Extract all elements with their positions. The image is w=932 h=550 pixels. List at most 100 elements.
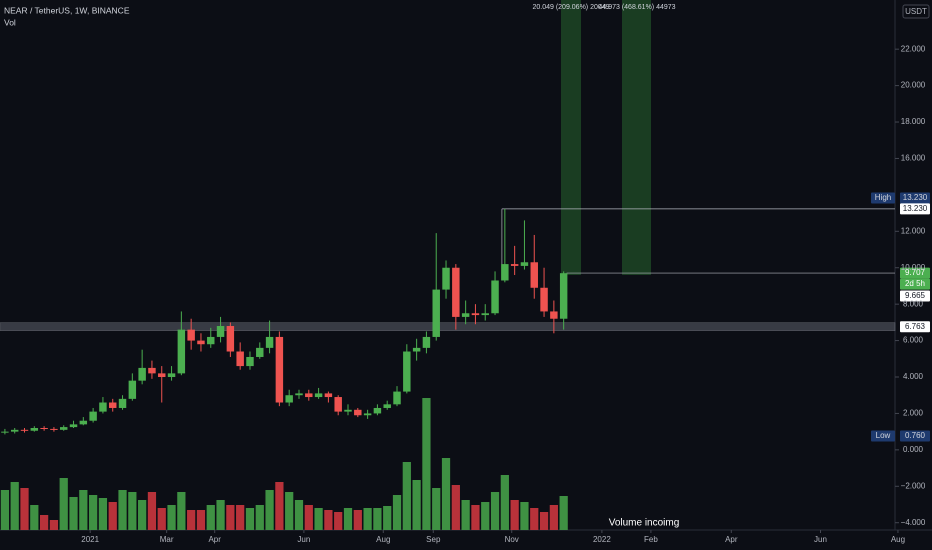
annotation: Volume incoimg xyxy=(609,518,680,529)
candle-body xyxy=(275,336,284,403)
candle-body xyxy=(471,313,480,316)
high-tag-value-box xyxy=(900,192,930,204)
candle-body xyxy=(363,413,372,416)
candle-body xyxy=(30,428,39,431)
y-tick-label: 8.000 xyxy=(903,299,924,308)
x-tick-label: Apr xyxy=(208,535,221,544)
volume-bar xyxy=(236,505,245,530)
volume-bar xyxy=(138,500,147,530)
high-line-tag: 13.230 xyxy=(903,204,928,213)
volume-bar xyxy=(441,458,451,530)
volume-bar xyxy=(196,510,206,530)
volume-bar xyxy=(177,492,186,530)
y-tick-label: 0.000 xyxy=(903,445,924,454)
countdown-tag-box xyxy=(900,278,930,290)
volume-bar xyxy=(0,490,10,530)
volume-bar xyxy=(98,498,108,530)
volume-bar xyxy=(530,508,539,530)
candle-body xyxy=(10,429,19,432)
candle-body xyxy=(216,326,225,337)
candle-body xyxy=(50,428,58,430)
candle-body xyxy=(89,411,97,421)
candle-body xyxy=(109,402,117,408)
price-tags: High 13.230 13.230 9.707 2d 5h 9.665 6.763 Low 0… xyxy=(871,192,930,442)
volume-bar xyxy=(39,515,49,530)
volume-bar xyxy=(373,508,382,530)
high-tag-name: High xyxy=(875,193,891,202)
candle-body xyxy=(491,280,499,314)
y-tick-label: −4.000 xyxy=(901,518,926,527)
candle-body xyxy=(354,409,362,416)
volume-bar xyxy=(549,505,558,530)
candle-body xyxy=(510,264,519,266)
volume-bar xyxy=(481,502,490,530)
volume-bar xyxy=(324,510,333,530)
currency-box[interactable] xyxy=(902,4,930,19)
volume-bar xyxy=(147,492,157,530)
volume-bar xyxy=(392,495,402,530)
volume-bar xyxy=(334,512,343,530)
candle-body xyxy=(344,409,352,412)
candle-body xyxy=(559,273,568,319)
candle-body xyxy=(403,351,411,392)
volume-bar xyxy=(285,492,294,530)
candle-body xyxy=(314,393,323,398)
x-tick-label: Sep xyxy=(426,535,441,544)
y-tick-label: 18.000 xyxy=(901,117,926,126)
volume-label[interactable]: Vol xyxy=(4,17,16,27)
candle-body xyxy=(40,428,48,430)
candle-body xyxy=(177,329,186,374)
y-tick-label: 10.000 xyxy=(901,263,926,272)
candle-body xyxy=(99,402,107,412)
x-tick-label: Aug xyxy=(376,535,390,544)
candle-body xyxy=(295,393,303,396)
symbol-title[interactable]: NEAR / TetherUS, 1W, BINANCE xyxy=(4,5,130,15)
candle-body xyxy=(1,431,9,433)
y-tick-label: 16.000 xyxy=(901,154,926,163)
volume-bar xyxy=(118,490,127,530)
volume-bar xyxy=(451,485,460,530)
x-tick-label: Nov xyxy=(505,535,519,544)
candle-body xyxy=(461,313,470,317)
volume-bar xyxy=(275,482,284,530)
y-tick-label: 6.000 xyxy=(903,336,924,345)
candle-body xyxy=(422,336,431,348)
volume-bar xyxy=(167,505,176,530)
volume-bar xyxy=(20,488,29,530)
currency[interactable]: USDT xyxy=(905,7,927,16)
candle-body xyxy=(373,407,382,414)
candle-body xyxy=(412,347,421,352)
candle-body xyxy=(69,424,78,428)
support-tag: 6.763 xyxy=(905,322,926,331)
close-tag: 9.665 xyxy=(905,291,926,300)
last-price-tag-box xyxy=(900,267,930,279)
volume-bar xyxy=(353,510,362,530)
low-tag-name-box xyxy=(871,430,895,442)
y-tick-label: 2.000 xyxy=(903,409,924,418)
y-tick-label: 4.000 xyxy=(903,372,924,381)
volume-bar xyxy=(226,505,235,530)
candle-body xyxy=(393,391,401,405)
measure-zone xyxy=(622,0,651,275)
candle-body xyxy=(246,356,254,367)
high-tag-name-box xyxy=(871,192,895,204)
volume-bar xyxy=(49,520,59,530)
volume-bar xyxy=(216,500,225,530)
candle-body xyxy=(187,329,195,341)
volume-bar xyxy=(343,508,353,530)
volume-bar xyxy=(520,502,529,530)
plot xyxy=(0,208,896,530)
volume-bar xyxy=(559,496,568,530)
candle-body xyxy=(256,347,264,357)
volume-bar xyxy=(30,505,39,530)
candle-body xyxy=(383,404,391,408)
x-tick-label: 2022 xyxy=(593,535,611,544)
candle-body xyxy=(432,289,440,337)
candle-body xyxy=(79,420,88,425)
volume-bar xyxy=(245,508,255,530)
measure-zone xyxy=(561,0,581,275)
candle-body xyxy=(550,311,558,319)
volume-bar xyxy=(402,462,411,530)
volume-bar xyxy=(510,500,519,530)
